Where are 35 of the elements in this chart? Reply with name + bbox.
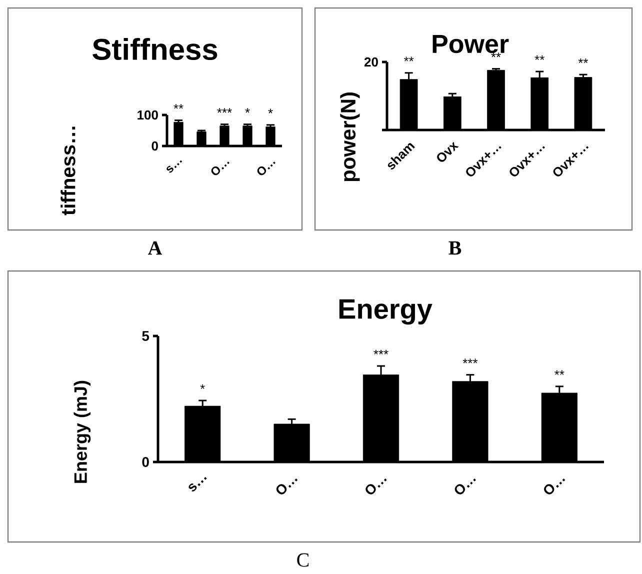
data-label: ***	[374, 350, 388, 354]
x-tick-label: O…	[544, 478, 566, 494]
data-label: **	[554, 370, 564, 375]
x-tick-label: O…	[276, 478, 298, 494]
data-label: *	[200, 384, 205, 389]
x-tick-label: O…	[366, 478, 387, 494]
y-tick-label: 0	[152, 141, 158, 151]
x-tick-label: O…	[454, 478, 476, 494]
data-label: ***	[217, 108, 232, 113]
data-label: **	[578, 58, 588, 64]
y-axis-title: power(N)	[340, 92, 360, 182]
data-label: **	[174, 104, 184, 109]
data-label: ***	[462, 358, 478, 364]
y-tick-label: 20	[364, 57, 378, 67]
x-tick-label: Ovx	[437, 142, 459, 162]
text: A	[148, 241, 162, 255]
x-tick-label: O…	[257, 162, 276, 176]
data-label: *	[245, 108, 250, 113]
data-label: *	[268, 108, 273, 114]
chart-title: Stiffness	[92, 38, 218, 60]
data-label: **	[491, 52, 501, 58]
chart-title: Energy	[339, 299, 432, 325]
chart-title: Power	[432, 34, 509, 54]
y-tick-label: 5	[142, 331, 150, 341]
text: B	[448, 241, 462, 255]
data-label: **	[534, 55, 544, 60]
x-tick-label: s…	[188, 476, 207, 492]
y-tick-label: 100	[138, 110, 158, 120]
y-axis-title: tiffness…	[60, 126, 76, 216]
y-axis-title: Energy (mJ)	[74, 380, 91, 483]
text: C	[297, 553, 309, 567]
data-label: **	[404, 56, 414, 62]
x-tick-label: s…	[166, 160, 182, 173]
x-tick-label: O…	[211, 162, 230, 176]
y-tick-label: 0	[142, 457, 149, 467]
